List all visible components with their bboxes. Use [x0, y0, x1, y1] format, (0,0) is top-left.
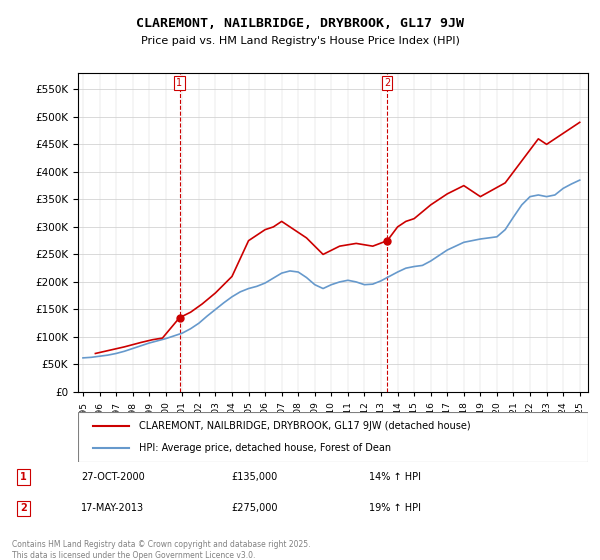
- Text: 1: 1: [176, 78, 182, 88]
- Text: 14% ↑ HPI: 14% ↑ HPI: [369, 472, 421, 482]
- Text: Price paid vs. HM Land Registry's House Price Index (HPI): Price paid vs. HM Land Registry's House …: [140, 36, 460, 46]
- Text: £275,000: £275,000: [231, 503, 277, 514]
- Text: CLAREMONT, NAILBRIDGE, DRYBROOK, GL17 9JW (detached house): CLAREMONT, NAILBRIDGE, DRYBROOK, GL17 9J…: [139, 421, 471, 431]
- FancyBboxPatch shape: [78, 412, 588, 462]
- Text: £135,000: £135,000: [231, 472, 277, 482]
- Text: 2: 2: [20, 503, 27, 514]
- Text: 17-MAY-2013: 17-MAY-2013: [81, 503, 144, 514]
- Text: Contains HM Land Registry data © Crown copyright and database right 2025.
This d: Contains HM Land Registry data © Crown c…: [12, 540, 311, 560]
- Text: 1: 1: [20, 472, 27, 482]
- Text: CLAREMONT, NAILBRIDGE, DRYBROOK, GL17 9JW: CLAREMONT, NAILBRIDGE, DRYBROOK, GL17 9J…: [136, 17, 464, 30]
- Text: HPI: Average price, detached house, Forest of Dean: HPI: Average price, detached house, Fore…: [139, 443, 391, 453]
- Text: 2: 2: [384, 78, 391, 88]
- Text: 19% ↑ HPI: 19% ↑ HPI: [369, 503, 421, 514]
- Text: 27-OCT-2000: 27-OCT-2000: [81, 472, 145, 482]
